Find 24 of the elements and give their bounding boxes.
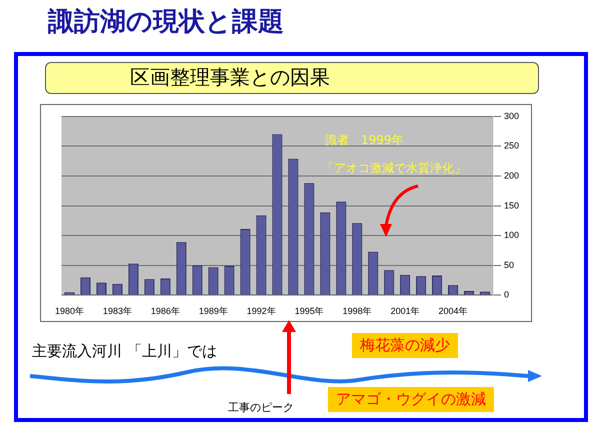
y-tick-label: 100 [504,230,520,240]
x-tick-label: 1980年 [54,306,84,316]
text: 主要流入河川 「上川」では [32,342,217,361]
y-tick-label: 250 [504,140,520,151]
annotation: 「アオコ激減で水質浄化」 [322,160,466,177]
x-tick-label: 2004年 [438,306,468,316]
y-tick-label: 50 [504,260,514,270]
text: 工事のピーク [228,400,294,415]
x-tick-label: 1989年 [198,306,228,316]
y-tick-label: 0 [504,290,509,300]
chart-title: 諏訪湖の現状と課題 [48,6,284,39]
y-tick-label: 200 [504,170,520,180]
x-tick-label: 2001年 [390,306,420,316]
y-tick-label: 150 [504,200,520,210]
x-tick-label: 1983年 [102,306,132,316]
chart-subtitle: 区画整理事業との因果 [130,64,330,91]
x-tick-label: 1998年 [342,306,372,316]
annotation: 識者 1999年 [325,132,404,149]
y-tick-label: 300 [504,110,520,121]
x-tick-label: 1992年 [246,306,276,316]
x-tick-label: 1986年 [150,306,180,316]
text: アマゴ・ウグイの激減 [328,387,494,412]
x-tick-label: 1995年 [294,306,324,316]
text: 梅花藻の減少 [352,333,458,358]
